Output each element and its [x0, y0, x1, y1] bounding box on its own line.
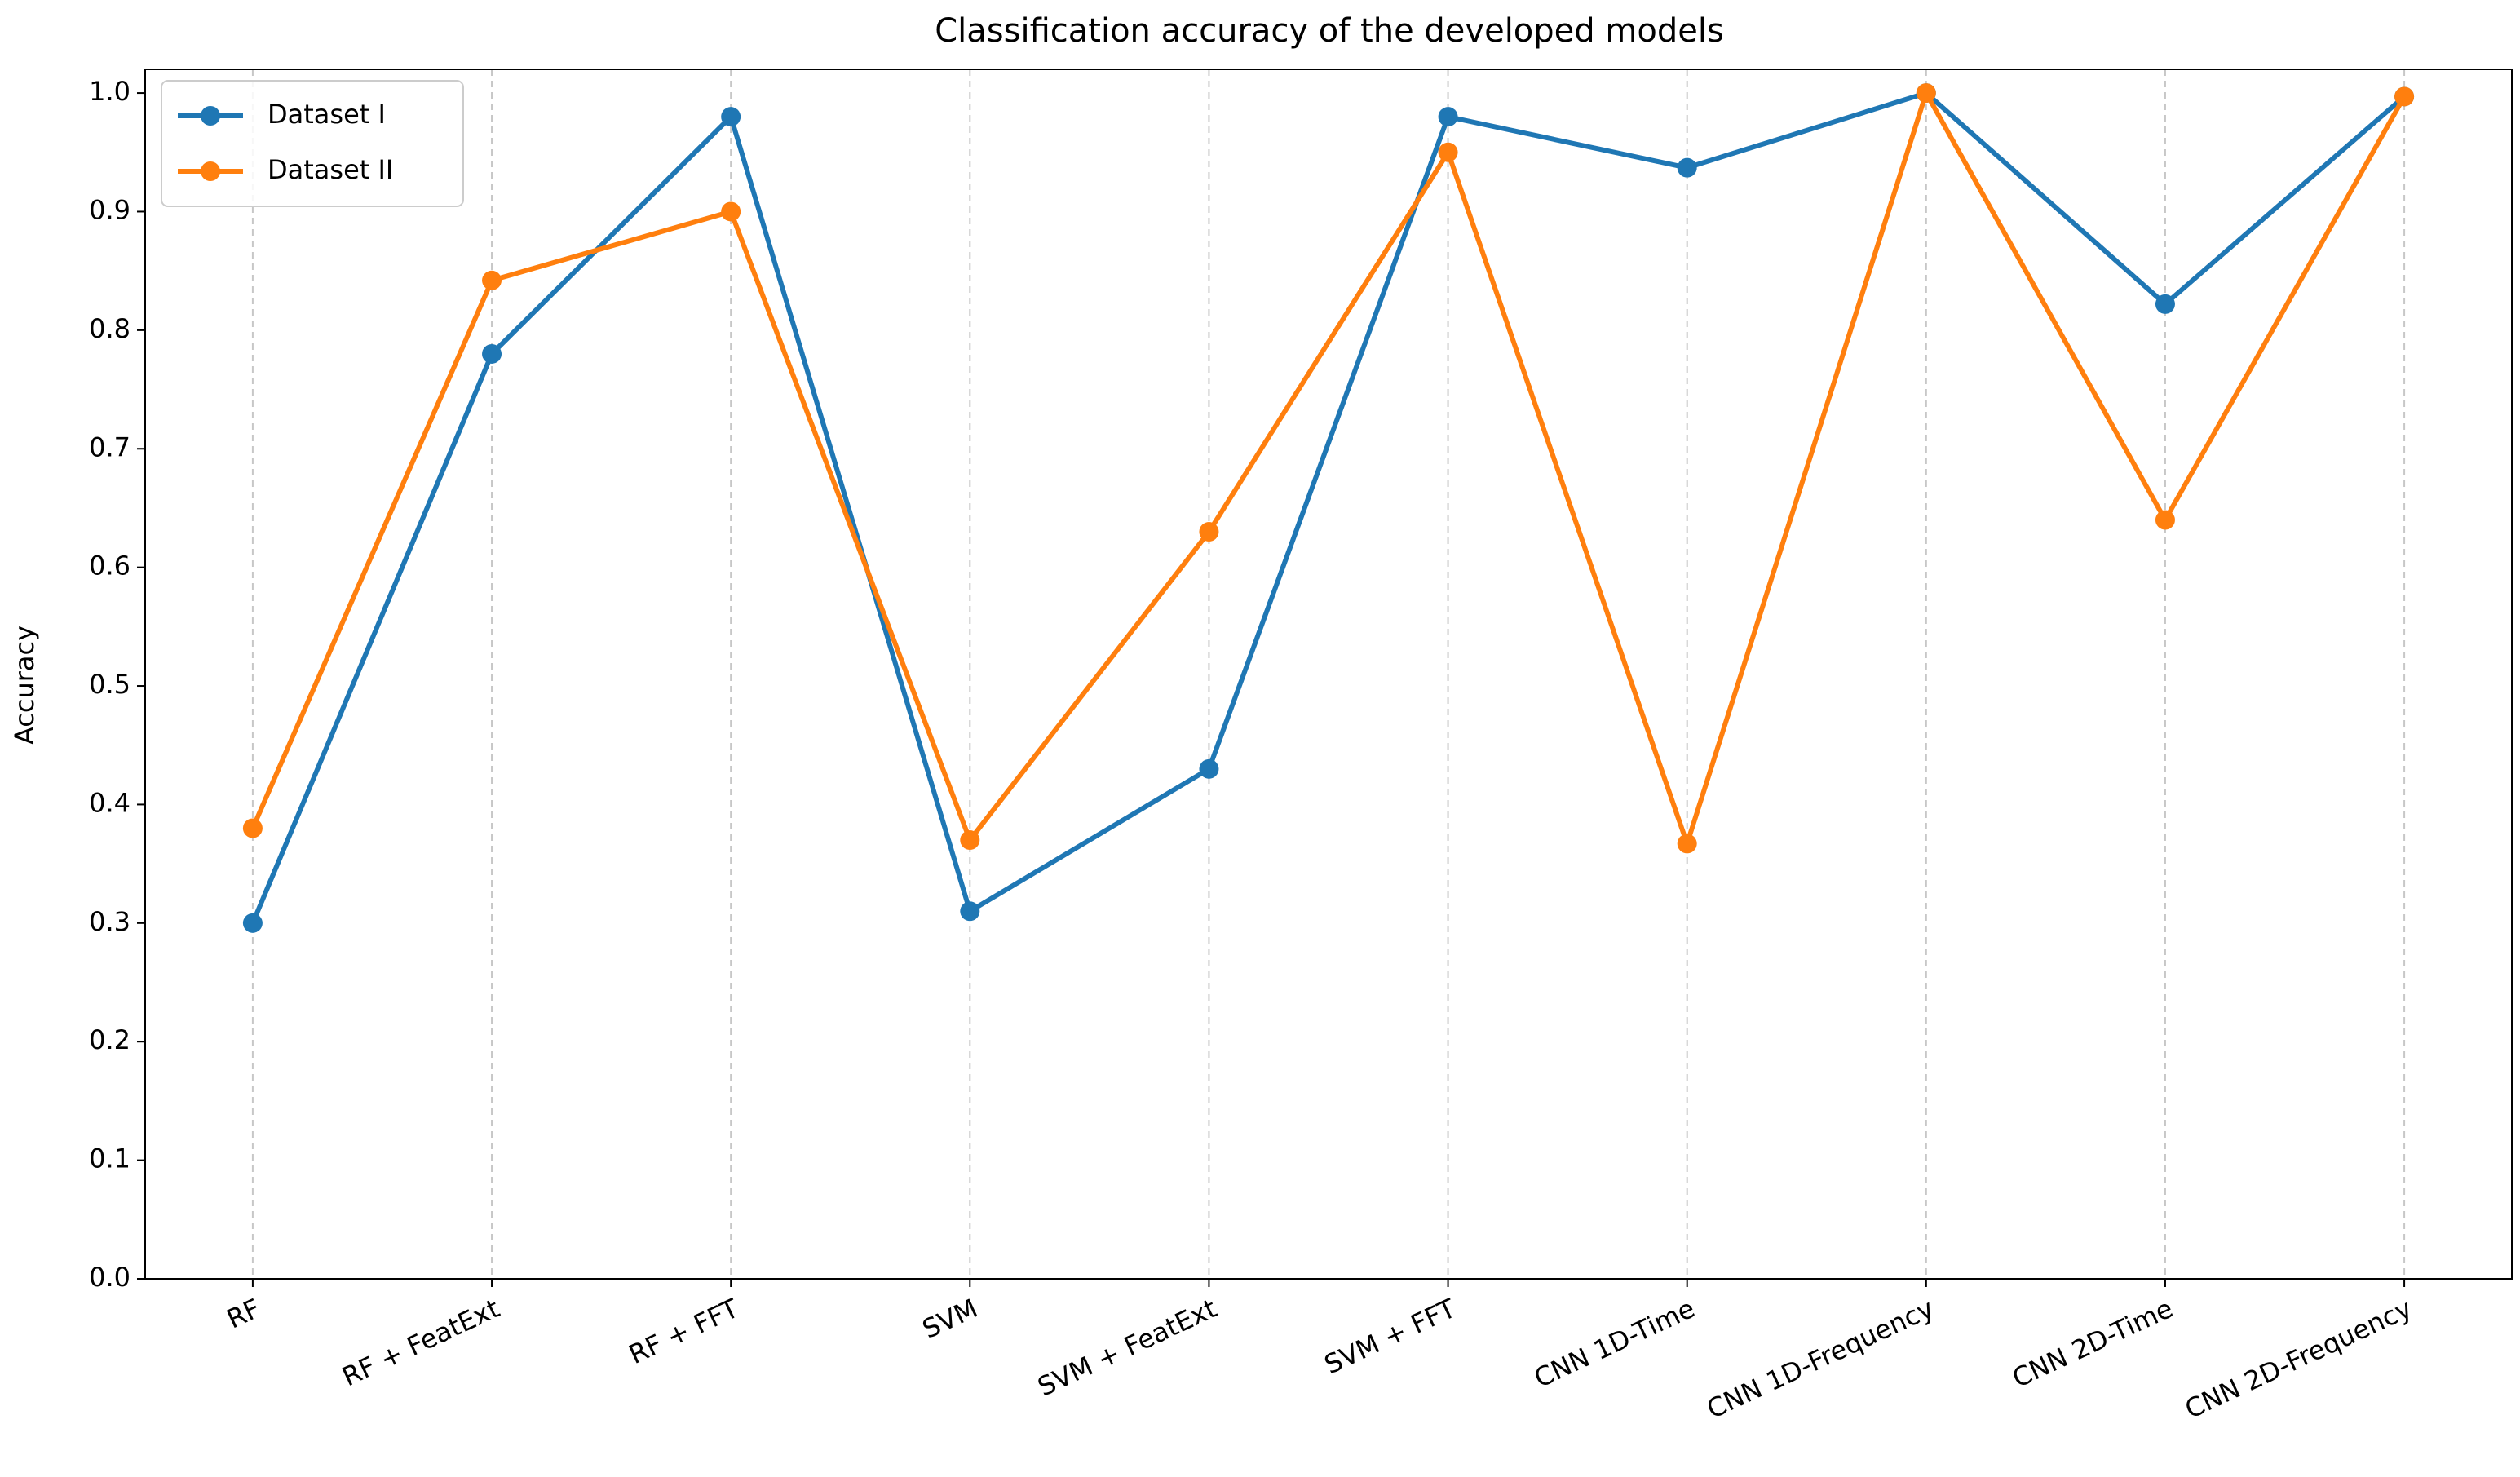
- point: [2394, 86, 2415, 107]
- point: [242, 913, 263, 933]
- point: [482, 343, 502, 364]
- point: [721, 201, 741, 222]
- x-tick-label: SVM + FeatExt: [1033, 1293, 1222, 1403]
- point: [242, 818, 263, 838]
- point: [1916, 83, 1936, 104]
- y-tick-label: 0.1: [89, 1143, 130, 1174]
- point: [1438, 142, 1458, 162]
- x-tick-label: CNN 1D-Time: [1529, 1293, 1699, 1394]
- legend-marker: [201, 106, 220, 126]
- y-tick-label: 1.0: [89, 76, 130, 107]
- x-tick-label: CNN 1D-Frequency: [1702, 1293, 1939, 1425]
- x-tick-label: SVM: [917, 1293, 982, 1345]
- point: [1199, 522, 1219, 542]
- legend-box: [161, 80, 464, 207]
- point: [1677, 157, 1697, 178]
- y-tick-label: 0.0: [89, 1262, 130, 1293]
- x-tick-label: CNN 2D-Frequency: [2180, 1293, 2416, 1425]
- y-tick-label: 0.9: [89, 194, 130, 225]
- point: [482, 270, 502, 290]
- series-line: [250, 91, 2407, 924]
- y-tick-label: 0.3: [89, 906, 130, 937]
- point: [960, 901, 980, 922]
- legend-label: Dataset I: [267, 99, 386, 130]
- series-line: [250, 91, 2407, 847]
- point: [2155, 510, 2175, 530]
- x-tick-label: SVM + FFT: [1320, 1293, 1461, 1381]
- x-tick-label: RF: [222, 1293, 265, 1335]
- y-tick-label: 0.6: [89, 551, 130, 582]
- y-tick-label: 0.5: [89, 669, 130, 700]
- point: [960, 830, 980, 851]
- point: [2155, 294, 2175, 314]
- point: [1677, 834, 1697, 854]
- legend-marker: [201, 161, 220, 181]
- x-tick-label: RF + FFT: [624, 1293, 744, 1370]
- y-tick-label: 0.8: [89, 313, 130, 344]
- x-tick-label: CNN 2D-Time: [2008, 1293, 2177, 1394]
- point: [1199, 758, 1219, 779]
- plot-frame: [144, 69, 2513, 1280]
- legend-label: Dataset II: [267, 154, 393, 185]
- point: [1438, 107, 1458, 127]
- chart-title: Classification accuracy of the developed…: [935, 12, 1724, 50]
- x-tick-label: RF + FeatExt: [338, 1293, 505, 1392]
- y-axis-label: Accuracy: [9, 626, 40, 745]
- y-tick-label: 0.7: [89, 431, 130, 462]
- y-tick-label: 0.4: [89, 787, 130, 818]
- y-tick-label: 0.2: [89, 1024, 130, 1055]
- point: [721, 107, 741, 127]
